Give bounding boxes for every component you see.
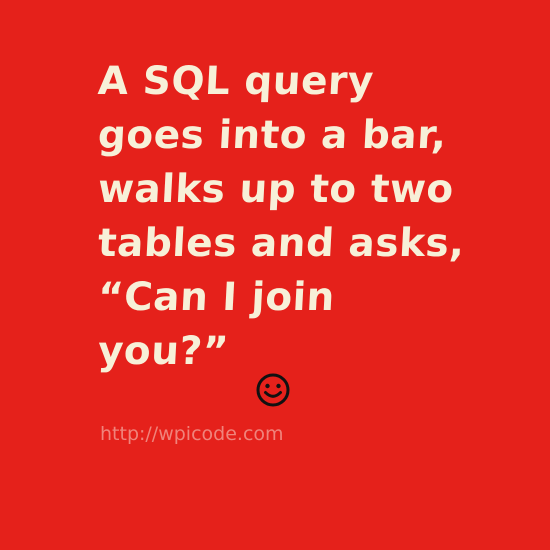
smiley-face-icon — [256, 373, 290, 407]
joke-quote: A SQL query goes into a bar, walks up to… — [96, 55, 528, 379]
quote-line-4: tables and asks, — [96, 221, 466, 266]
website-url: http://wpicode.com — [100, 423, 284, 445]
quote-line-5: “Can I join — [96, 275, 337, 320]
quote-line-6: you?” — [96, 329, 230, 374]
quote-line-2: goes into a bar, — [96, 113, 448, 158]
quote-line-1: A SQL query — [96, 59, 375, 104]
quote-line-3: walks up to two — [96, 167, 455, 212]
